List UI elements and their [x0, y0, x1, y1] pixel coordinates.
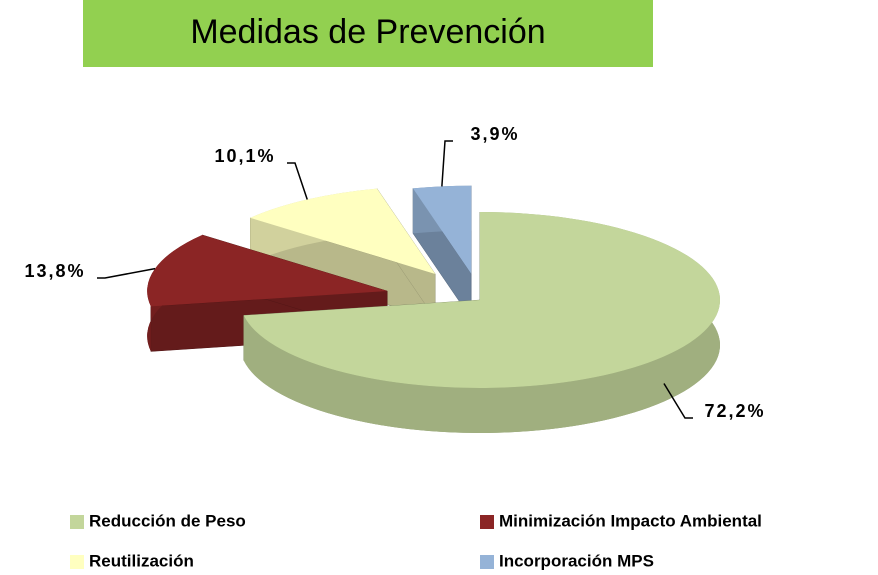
- leader-line: [441, 140, 453, 187]
- legend-label: Reutilización: [89, 551, 194, 570]
- data-label: 72,2%: [704, 401, 765, 421]
- slice-top: [147, 234, 388, 307]
- legend-swatch: [480, 555, 494, 569]
- slice-top: [412, 185, 472, 274]
- legend-label: Minimización Impacto Ambiental: [499, 511, 762, 530]
- legend-swatch: [70, 515, 84, 529]
- legend-swatch: [480, 515, 494, 529]
- leader-line: [97, 267, 156, 279]
- pie-slice: [243, 212, 721, 434]
- legend-label: Incorporación MPS: [499, 551, 654, 570]
- leader-line: [287, 162, 308, 200]
- pie-slice: [412, 185, 472, 320]
- legend-swatch: [70, 555, 84, 569]
- slice-top: [243, 212, 720, 388]
- data-label: 13,8%: [24, 261, 85, 281]
- pie-slice: [250, 187, 436, 320]
- chart-title: Medidas de Prevención: [190, 13, 545, 51]
- legend-label: Reducción de Peso: [89, 511, 246, 530]
- data-label: 10,1%: [214, 146, 275, 166]
- data-label: 3,9%: [470, 124, 519, 144]
- leader-line: [663, 383, 693, 419]
- slice-top: [250, 188, 436, 274]
- title-box: [83, 0, 653, 67]
